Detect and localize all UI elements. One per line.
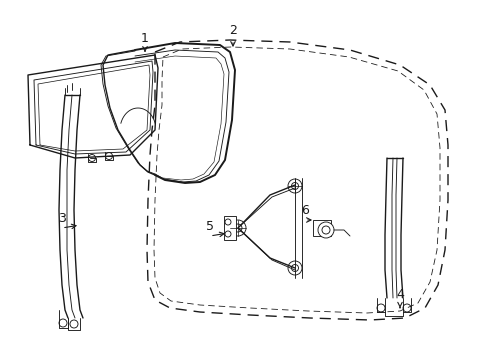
- Text: 6: 6: [301, 203, 308, 216]
- Circle shape: [224, 219, 230, 225]
- Circle shape: [287, 179, 302, 193]
- Bar: [312, 220, 330, 236]
- Circle shape: [229, 220, 245, 236]
- Text: 1: 1: [141, 31, 149, 45]
- Bar: [224, 216, 236, 240]
- Text: 2: 2: [228, 23, 237, 36]
- Circle shape: [287, 261, 302, 275]
- Text: 3: 3: [58, 211, 66, 225]
- Text: 4: 4: [395, 288, 403, 302]
- Circle shape: [317, 222, 333, 238]
- Circle shape: [224, 231, 230, 237]
- Text: 5: 5: [205, 220, 214, 233]
